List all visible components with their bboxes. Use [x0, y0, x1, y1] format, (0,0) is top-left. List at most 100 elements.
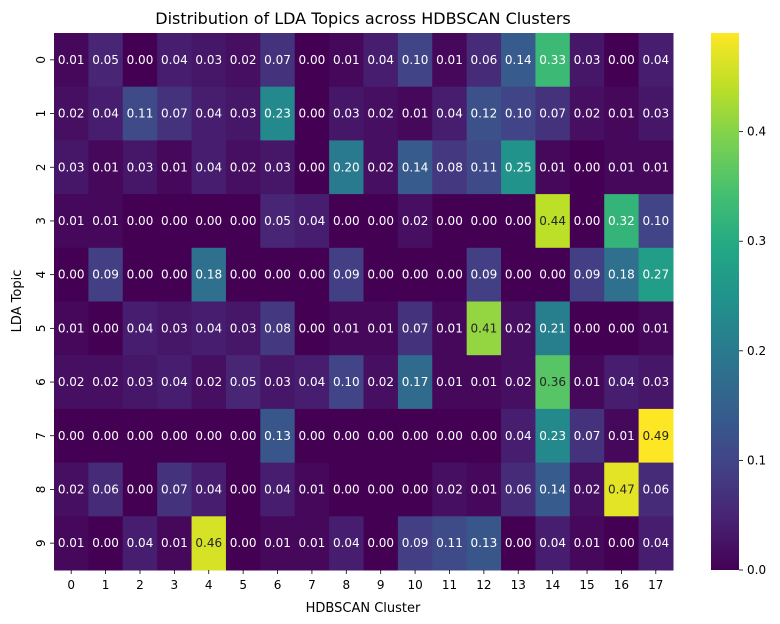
heatmap-cell-2-1	[88, 140, 124, 195]
cell-value-label-5-12: 0.41	[471, 321, 498, 335]
cell-value-label-1-3: 0.07	[161, 107, 188, 121]
cell-value-label-1-14: 0.07	[539, 107, 566, 121]
heatmap-cell-4-5	[225, 247, 261, 302]
colorbar-tick-label-2: 0.2	[747, 344, 766, 358]
cell-value-label-6-1: 0.02	[92, 375, 119, 389]
cell-value-label-6-8: 0.10	[333, 375, 360, 389]
heatmap-cell-2-5	[225, 140, 261, 195]
heatmap-cell-2-6	[260, 140, 296, 195]
heatmap-cell-5-17	[638, 301, 674, 356]
cell-value-label-5-14: 0.21	[539, 321, 566, 335]
cell-value-label-6-0: 0.02	[58, 375, 85, 389]
heatmap-cell-4-17	[638, 247, 674, 302]
cell-value-label-4-8: 0.09	[333, 268, 360, 282]
heatmap-cell-9-12	[466, 516, 502, 571]
heatmap-cell-8-13	[501, 462, 536, 517]
cell-value-label-9-3: 0.01	[161, 536, 188, 550]
cell-value-label-4-2: 0.00	[127, 268, 154, 282]
heatmap-cell-9-16	[604, 516, 640, 571]
heatmap-cell-0-11	[432, 33, 468, 88]
heatmap-cell-4-9	[363, 247, 399, 302]
heatmap-cell-8-10	[397, 462, 433, 517]
cell-value-label-2-0: 0.03	[58, 160, 85, 174]
heatmap-cell-6-11	[432, 355, 468, 410]
heatmap-cell-8-9	[363, 462, 399, 517]
heatmap-cells	[54, 33, 674, 571]
cell-value-label-2-9: 0.02	[367, 160, 394, 174]
cell-value-label-4-0: 0.00	[58, 268, 85, 282]
cell-value-label-8-14: 0.14	[539, 482, 566, 496]
cell-value-label-4-6: 0.00	[264, 268, 291, 282]
heatmap-cell-4-13	[501, 247, 536, 302]
heatmap-cell-4-7	[294, 247, 330, 302]
heatmap-cell-9-17	[638, 516, 674, 571]
heatmap-cell-2-4	[191, 140, 227, 195]
heatmap-cell-6-2	[122, 355, 158, 410]
heatmap-cell-3-11	[432, 194, 468, 249]
cell-value-label-6-11: 0.01	[436, 375, 463, 389]
cell-value-label-7-6: 0.13	[264, 429, 291, 443]
cell-value-label-7-0: 0.00	[58, 429, 85, 443]
cell-value-label-6-10: 0.17	[402, 375, 429, 389]
heatmap-cell-6-10	[397, 355, 433, 410]
heatmap-cell-8-7	[294, 462, 330, 517]
heatmap-cell-0-13	[501, 33, 536, 88]
cell-value-label-1-1: 0.04	[92, 107, 119, 121]
heatmap-cell-3-6	[260, 194, 296, 249]
cell-value-label-9-12: 0.13	[471, 536, 498, 550]
heatmap-cell-7-8	[329, 408, 364, 464]
cell-value-label-2-13: 0.25	[505, 160, 532, 174]
cell-value-label-1-5: 0.03	[230, 107, 257, 121]
heatmap-cell-5-1	[88, 301, 124, 356]
heatmap-cell-2-3	[157, 140, 193, 195]
cell-value-label-1-13: 0.10	[505, 107, 532, 121]
heatmap-cell-0-9	[363, 33, 399, 88]
heatmap-cell-0-2	[122, 33, 158, 88]
x-tick-label-14: 14	[545, 578, 560, 592]
heatmap-cell-0-12	[466, 33, 502, 88]
cell-value-label-5-9: 0.01	[367, 321, 394, 335]
heatmap-cell-5-10	[397, 301, 433, 356]
x-axis-ticks: 0 1 2 3 4 5 6 7 8 9 10 11 12 13 14 15 16 17	[67, 570, 663, 592]
y-tick-label-9: 9	[34, 539, 48, 547]
y-tick-label-0: 0	[34, 56, 48, 64]
heatmap-cell-4-8	[329, 247, 364, 302]
cell-value-label-5-17: 0.01	[642, 321, 669, 335]
cell-value-label-0-16: 0.00	[608, 53, 635, 67]
cell-value-label-6-4: 0.02	[195, 375, 222, 389]
cell-value-label-2-14: 0.01	[539, 160, 566, 174]
heatmap-cell-1-9	[363, 86, 399, 141]
heatmap-cell-2-8	[329, 140, 364, 195]
heatmap-cell-7-1	[88, 408, 124, 464]
cell-value-label-2-10: 0.14	[402, 160, 429, 174]
cell-value-label-0-4: 0.03	[195, 53, 222, 67]
cell-value-label-8-3: 0.07	[161, 482, 188, 496]
heatmap-cell-1-12	[466, 86, 502, 141]
heatmap-cell-1-14	[535, 86, 571, 141]
cell-value-label-0-10: 0.10	[402, 53, 429, 67]
cell-value-label-2-4: 0.04	[195, 160, 222, 174]
cell-value-label-6-9: 0.02	[367, 375, 394, 389]
heatmap-cell-2-0	[54, 140, 89, 195]
heatmap-cell-3-13	[501, 194, 536, 249]
heatmap-cell-1-0	[54, 86, 89, 141]
x-tick-label-6: 6	[274, 578, 282, 592]
cell-value-label-3-0: 0.01	[58, 214, 85, 228]
cell-value-label-5-8: 0.01	[333, 321, 360, 335]
cell-value-label-2-2: 0.03	[127, 160, 154, 174]
heatmap-cell-0-7	[294, 33, 330, 88]
heatmap-cell-6-4	[191, 355, 227, 410]
heatmap-cell-4-2	[122, 247, 158, 302]
cell-value-label-6-3: 0.04	[161, 375, 188, 389]
cell-value-label-7-5: 0.00	[230, 429, 257, 443]
heatmap-cell-3-17	[638, 194, 674, 249]
cell-value-label-4-1: 0.09	[92, 268, 119, 282]
cell-value-label-2-12: 0.11	[471, 160, 498, 174]
heatmap-cell-2-10	[397, 140, 433, 195]
cell-value-label-3-1: 0.01	[92, 214, 119, 228]
cell-value-label-2-17: 0.01	[642, 160, 669, 174]
heatmap-cell-6-17	[638, 355, 674, 410]
heatmap-cell-7-0	[54, 408, 89, 464]
cell-value-label-3-15: 0.00	[574, 214, 601, 228]
cell-value-label-5-1: 0.00	[92, 321, 119, 335]
